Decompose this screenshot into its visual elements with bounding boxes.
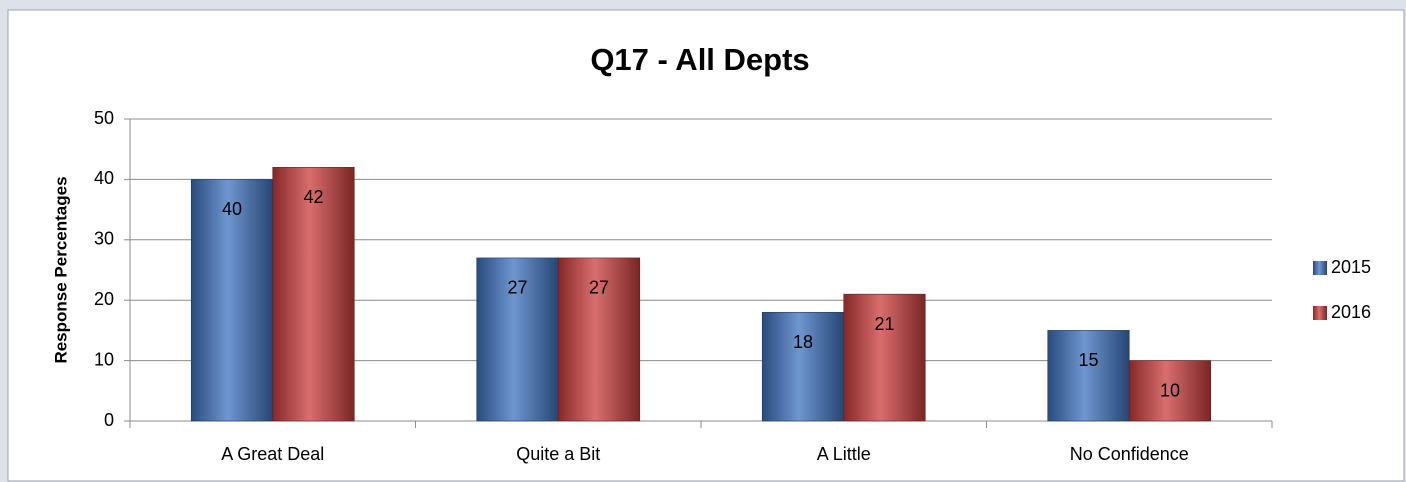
data-label: 42 xyxy=(303,187,323,207)
data-label: 15 xyxy=(1078,350,1098,370)
bar xyxy=(557,257,641,422)
data-label: 27 xyxy=(589,278,609,298)
data-label: 27 xyxy=(507,278,527,298)
data-label: 18 xyxy=(793,332,813,352)
data-label: 10 xyxy=(1160,380,1180,400)
bar xyxy=(272,167,355,422)
legend-swatch xyxy=(1313,306,1327,320)
y-tick-label: 40 xyxy=(94,168,114,188)
legend-label: 2016 xyxy=(1331,302,1371,322)
legend-label: 2015 xyxy=(1331,257,1371,277)
y-tick-label: 30 xyxy=(94,229,114,249)
x-tick-label: A Little xyxy=(817,444,871,464)
y-tick-label: 20 xyxy=(94,289,114,309)
x-tick-label: Quite a Bit xyxy=(516,444,600,464)
bar xyxy=(1047,330,1130,422)
legend-swatch xyxy=(1313,261,1327,275)
y-axis-label: Response Percentages xyxy=(51,176,70,363)
bar xyxy=(190,179,274,422)
bar xyxy=(761,311,845,422)
x-tick-label: No Confidence xyxy=(1070,444,1189,464)
y-tick-label: 50 xyxy=(94,108,114,128)
bar xyxy=(1128,360,1212,422)
bar xyxy=(843,293,926,422)
chart-title: Q17 - All Depts xyxy=(590,42,809,77)
bar xyxy=(476,257,559,422)
y-tick-label: 0 xyxy=(104,410,114,430)
data-label: 40 xyxy=(222,199,242,219)
y-tick-label: 10 xyxy=(94,349,114,369)
x-tick-label: A Great Deal xyxy=(221,444,324,464)
data-label: 21 xyxy=(874,314,894,334)
